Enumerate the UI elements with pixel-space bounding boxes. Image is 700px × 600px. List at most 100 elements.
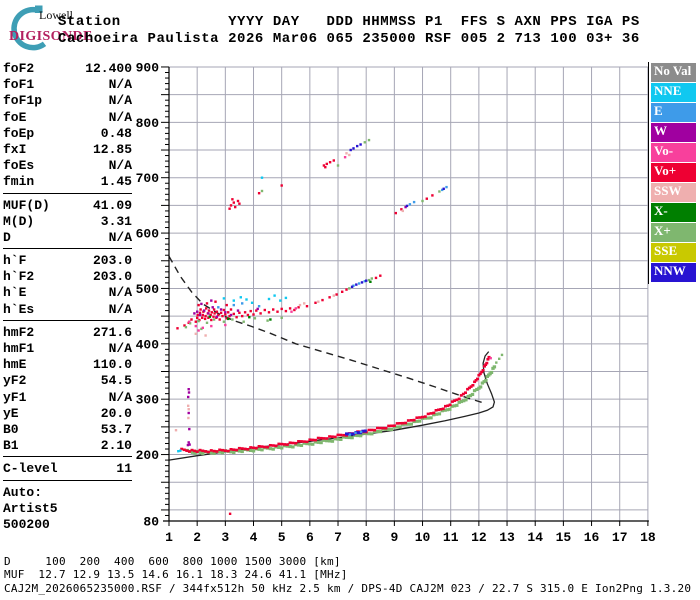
- x-tick-label: 4: [250, 530, 258, 545]
- parameter-row-fmin: fmin 1.45: [3, 174, 132, 190]
- y-tick-label: 700: [136, 171, 160, 186]
- panel-divider: [3, 319, 132, 325]
- legend-item-w: W: [651, 123, 696, 142]
- parameter-label: foF1: [3, 77, 35, 93]
- parameter-label: MUF(D): [3, 197, 50, 213]
- parameter-row-fof2: foF2 12.400: [3, 61, 132, 77]
- parameter-value: 203.0: [92, 269, 132, 285]
- parameter-row-h-f: h`F 203.0: [3, 253, 132, 269]
- legend-item-xplus: X+: [651, 223, 696, 242]
- parameter-value: N/A: [108, 158, 132, 174]
- x-tick-label: 18: [640, 530, 656, 545]
- parameter-row-h-f2: h`F2 203.0: [3, 269, 132, 285]
- grid: [169, 66, 649, 521]
- y-tick-label: 800: [136, 116, 160, 131]
- legend-item-vominus: Vo-: [651, 143, 696, 162]
- y-tick-label: 500: [136, 282, 160, 297]
- parameter-label: hmE: [3, 357, 27, 373]
- parameter-row-ye: yE 20.0: [3, 406, 132, 422]
- parameter-label: M(D): [3, 213, 35, 229]
- parameter-label: h`F: [3, 253, 27, 269]
- y-tick-label: 400: [136, 337, 160, 352]
- y-axis-ticks: 900 800 700 600 500 400 300 200 80: [136, 60, 169, 530]
- parameter-label: Auto:: [3, 484, 43, 500]
- parameter-label: hmF1: [3, 341, 35, 356]
- parameter-row-yf2: yF2 54.5: [3, 373, 132, 389]
- parameter-label: D: [3, 229, 11, 245]
- x-tick-label: 8: [362, 530, 370, 545]
- parameter-label: B0: [3, 421, 19, 437]
- panel-divider: [3, 248, 132, 253]
- x-tick-label: 2: [193, 530, 201, 545]
- logo-digisonde-text: DIGISONDE: [9, 29, 93, 44]
- header-values-line: Cachoeira Paulista 2026 Mar06 065 235000…: [58, 31, 640, 47]
- parameter-label: yE: [3, 405, 19, 421]
- parameter-value: N/A: [108, 77, 132, 93]
- parameter-row-artist5: Artist5: [3, 501, 132, 517]
- legend-item-nnw: NNW: [651, 263, 696, 282]
- parameter-label: fmin: [3, 174, 35, 190]
- parameter-label: foEs: [3, 158, 35, 174]
- parameter-row-foep: foEp 0.48: [3, 126, 132, 142]
- x-tick-label: 13: [499, 530, 515, 545]
- file-info-row: CAJ2M_2026065235000.RSF / 344fx512h 50 k…: [4, 582, 692, 595]
- parameter-label: h`E: [3, 285, 27, 301]
- panel-divider: [3, 192, 132, 198]
- direction-legend: No Val NNE E W Vo- Vo+ SSW X- X+ SSE NNW: [651, 63, 697, 283]
- parameter-value: 41.09: [92, 197, 132, 213]
- parameter-label: foEp: [3, 125, 35, 141]
- parameter-value: 3.31: [100, 213, 132, 229]
- x-axis-ticks: 1 2 3 4 5 6 7 8 9 10 11 12 13 14 15 16 17 18: [165, 521, 656, 545]
- parameter-value: 54.5: [100, 373, 132, 389]
- legend-item-sse: SSE: [651, 243, 696, 262]
- parameter-label: Artist5: [3, 500, 58, 516]
- parameter-row-m-d-: M(D) 3.31: [3, 214, 132, 230]
- parameter-label: C-level: [3, 461, 58, 477]
- echo-scatter: [174, 138, 504, 515]
- x-tick-label: 17: [612, 530, 628, 545]
- parameter-row-b0: B0 53.7: [3, 422, 132, 438]
- axes: [163, 67, 649, 522]
- parameter-row-fof1p: foF1p N/A: [3, 93, 132, 109]
- parameter-value: 110.0: [92, 357, 132, 373]
- legend-item-nne: NNE: [651, 83, 696, 102]
- parameter-label: yF1: [3, 389, 27, 405]
- parameter-label: 500200: [3, 516, 50, 532]
- parameter-value: 203.0: [92, 253, 132, 269]
- parameter-value: N/A: [108, 341, 132, 356]
- parameter-row-muf-d-: MUF(D) 41.09: [3, 198, 132, 214]
- model-curves: [168, 255, 496, 461]
- header-columns-line: Station YYYY DAY DDD HHMMSS P1 FFS S AXN…: [58, 14, 640, 30]
- x-tick-label: 1: [165, 530, 173, 545]
- x-tick-label: 12: [471, 530, 487, 545]
- parameter-label: h`Es: [3, 301, 35, 317]
- parameter-row-c-level: C-level 11: [3, 461, 132, 477]
- parameter-row-fof1: foF1 N/A: [3, 77, 132, 93]
- muf-transmission-curve: [168, 255, 487, 405]
- legend-item-e: E: [651, 103, 696, 122]
- parameter-value: 11: [116, 461, 132, 477]
- parameter-row-h-e: h`E N/A: [3, 285, 132, 301]
- parameter-row-auto-: Auto:: [3, 485, 132, 501]
- x-mode-trace: [185, 365, 497, 455]
- legend-item-noval: No Val: [651, 63, 696, 82]
- lowell-digisonde-logo: Lowell DIGISONDE: [2, 2, 132, 54]
- parameter-row-foes: foEs N/A: [3, 158, 132, 174]
- parameters-panel: foF2 12.400 foF1 N/A foF1p N/A foE N/A foEp 0.48 f…: [3, 61, 132, 533]
- legend-item-voplus: Vo+: [651, 163, 696, 182]
- parameter-value: 1.45: [100, 174, 132, 190]
- x-tick-label: 3: [221, 530, 229, 545]
- parameter-value: N/A: [108, 301, 132, 317]
- parameter-label: yF2: [3, 373, 27, 389]
- y-tick-label: 200: [136, 448, 160, 463]
- parameter-value: 53.7: [100, 421, 132, 437]
- x-tick-label: 15: [556, 530, 572, 545]
- parameter-value: N/A: [108, 389, 132, 405]
- x-tick-label: 5: [278, 530, 286, 545]
- y-tick-label: 300: [136, 393, 160, 408]
- x-tick-label: 14: [527, 530, 543, 545]
- parameter-value: 12.85: [92, 141, 132, 157]
- parameter-row-hme: hmE 110.0: [3, 357, 132, 373]
